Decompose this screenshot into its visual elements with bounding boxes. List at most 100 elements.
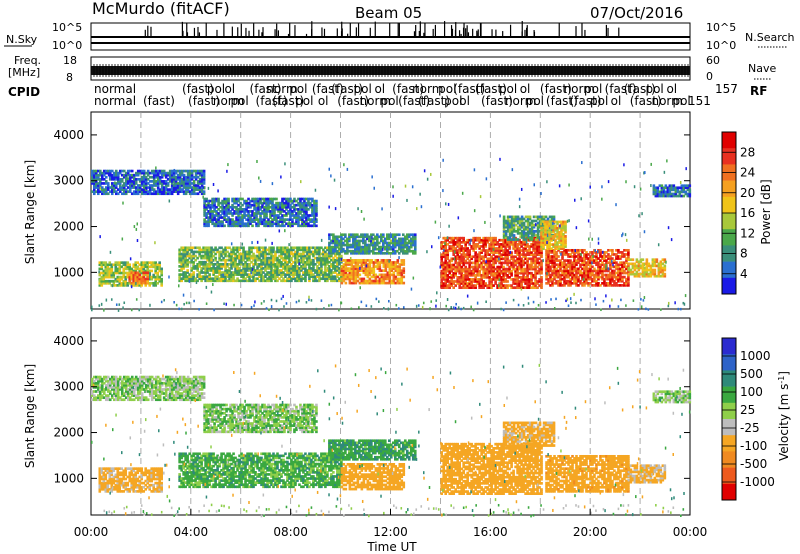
echo-cell xyxy=(138,277,142,281)
echo-cell xyxy=(280,269,283,272)
echo-cell xyxy=(304,248,307,252)
echo-cell xyxy=(194,267,197,270)
echo-cell xyxy=(188,277,191,281)
echo-cell xyxy=(391,251,395,255)
echo-cell xyxy=(261,201,264,205)
echo-cell xyxy=(252,246,255,250)
echo-cell xyxy=(340,271,344,275)
echo-cell xyxy=(118,261,122,265)
echo-cell xyxy=(285,205,288,209)
echo-cell xyxy=(252,275,255,278)
echo-cell xyxy=(252,273,255,276)
echo-cell xyxy=(216,277,219,281)
echo-cell xyxy=(299,218,302,221)
echo-cell xyxy=(280,246,283,250)
echo-cell xyxy=(350,271,354,275)
cpid-segment-label: norm xyxy=(266,82,297,96)
echo-cell xyxy=(330,251,333,255)
echo-cell xyxy=(124,277,128,281)
echo-cell xyxy=(213,224,216,228)
echo-cell xyxy=(284,262,287,266)
echo-cell xyxy=(154,265,157,269)
echo-cell xyxy=(308,275,311,278)
echo-cell xyxy=(282,256,285,260)
echo-cell xyxy=(289,218,292,221)
echo-cell xyxy=(236,267,239,270)
echo-cell xyxy=(382,233,385,237)
echo-cell xyxy=(250,269,253,272)
echo-cell xyxy=(397,247,401,251)
echo-cell xyxy=(271,207,274,211)
echo-cell xyxy=(362,245,365,249)
echo-cell xyxy=(106,273,110,277)
echo-cell xyxy=(128,190,132,194)
echo-cell xyxy=(246,254,249,258)
echo-cell xyxy=(146,263,150,267)
echo-cell xyxy=(407,239,411,243)
echo-cell xyxy=(158,277,161,281)
echo-cell xyxy=(235,220,238,224)
echo-cell xyxy=(220,252,223,256)
echo-cell xyxy=(405,241,409,245)
echo-cell xyxy=(306,269,309,272)
echo-cell xyxy=(91,180,94,183)
echo-cell xyxy=(293,205,296,209)
echo-cell xyxy=(132,190,136,194)
echo-cell xyxy=(126,173,130,177)
echo-cell xyxy=(296,275,299,278)
echo-cell xyxy=(372,251,375,255)
echo-cell xyxy=(272,269,275,272)
echo-cell xyxy=(334,245,337,249)
echo-cell xyxy=(140,261,144,265)
echo-cell xyxy=(384,273,388,277)
echo-cell xyxy=(180,267,183,270)
echo-cell xyxy=(269,201,272,205)
echo-cell xyxy=(280,273,283,276)
echo-cell xyxy=(241,220,244,224)
echo-cell xyxy=(211,216,214,219)
echo-cell xyxy=(256,269,259,272)
echo-cell xyxy=(298,269,301,272)
echo-cell xyxy=(118,277,122,281)
echo-cell xyxy=(114,175,118,179)
echo-cell xyxy=(405,245,409,249)
echo-cell xyxy=(100,188,104,191)
echo-cell xyxy=(411,233,415,237)
echo-cell xyxy=(413,243,417,247)
echo-cell xyxy=(249,205,252,209)
echo-cell xyxy=(235,197,238,201)
cpid-segment-label: (fast) xyxy=(337,94,369,108)
echo-cell xyxy=(124,190,128,194)
echo-cell xyxy=(330,269,333,272)
echo-cell xyxy=(342,237,345,241)
echo-cell xyxy=(98,184,102,187)
echo-cell xyxy=(209,220,212,224)
echo-cell xyxy=(98,281,102,285)
cpid-segment-label: norm xyxy=(651,94,682,108)
echo-cell xyxy=(388,247,391,251)
echo-cell xyxy=(205,199,208,203)
echo-cell xyxy=(228,254,231,258)
echo-cell xyxy=(234,254,237,258)
echo-cell xyxy=(112,284,116,287)
echo-cell xyxy=(318,267,321,270)
echo-cell xyxy=(241,203,244,207)
echo-cell xyxy=(207,218,210,221)
echo-cell xyxy=(286,267,289,270)
echo-cell xyxy=(330,279,333,283)
echo-cell xyxy=(288,275,291,278)
echo-cell xyxy=(116,284,120,287)
echo-cell xyxy=(328,249,331,253)
echo-cell xyxy=(221,201,224,205)
echo-cell xyxy=(91,171,94,175)
echo-cell xyxy=(411,243,415,247)
echo-cell xyxy=(372,241,375,245)
echo-cell xyxy=(313,205,316,209)
echo-cell xyxy=(370,275,374,279)
echo-cell xyxy=(268,262,271,266)
echo-cell xyxy=(244,279,247,283)
echo-cell xyxy=(294,273,297,276)
echo-cell xyxy=(267,210,270,213)
echo-cell xyxy=(106,188,110,191)
echo-cell xyxy=(266,248,269,252)
